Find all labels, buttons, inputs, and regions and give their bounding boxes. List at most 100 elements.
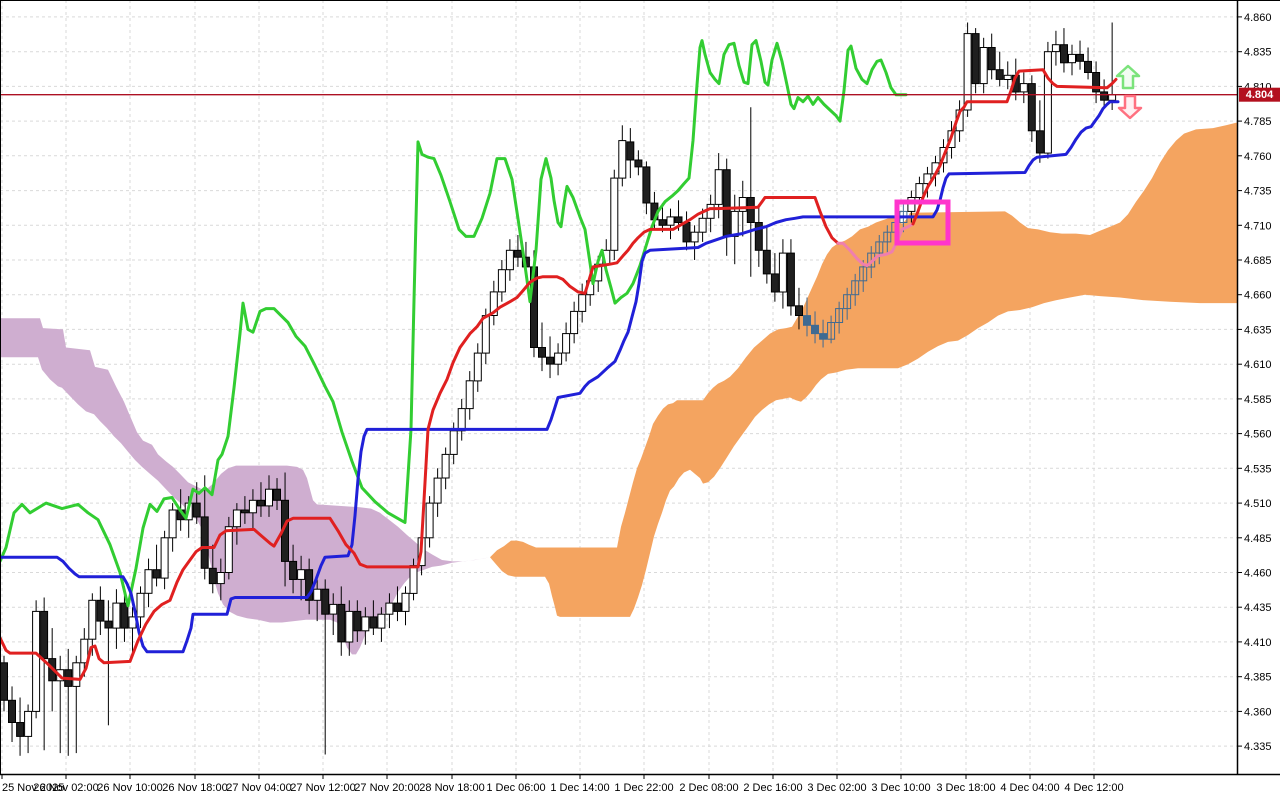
price-axis-label: 4.435: [1244, 602, 1272, 614]
price-tag-bg: [1239, 87, 1280, 102]
price-axis-label: 4.360: [1244, 706, 1272, 718]
candle-body: [265, 488, 273, 507]
candle-body: [1108, 94, 1117, 101]
candle-body: [160, 537, 169, 579]
candle-body: [16, 722, 25, 737]
down-arrow-icon[interactable]: [1117, 94, 1143, 120]
candle-body: [690, 231, 699, 243]
candle-body: [658, 219, 667, 226]
candle-body: [610, 177, 619, 251]
candle-body: [345, 610, 354, 643]
candle-body: [995, 69, 1004, 80]
candle-body: [425, 502, 434, 539]
candle-body: [770, 273, 779, 293]
candle-body: [971, 33, 980, 85]
candle-body: [505, 249, 514, 271]
candle-body: [819, 333, 828, 340]
candle-body: [682, 222, 691, 243]
up-arrow-icon[interactable]: [1115, 64, 1141, 90]
candle-body: [1019, 83, 1028, 93]
candle-body: [923, 173, 932, 185]
candle-body: [786, 252, 795, 307]
tenkan-sen-line: [0, 196, 840, 681]
price-axis-label: 4.560: [1244, 429, 1272, 441]
candle-body: [393, 602, 402, 612]
candle-body: [497, 269, 506, 293]
candle-body: [811, 324, 819, 335]
candle-body: [377, 613, 386, 629]
candle-body: [465, 380, 474, 410]
candle-body: [32, 610, 41, 712]
candle-body: [1051, 44, 1060, 53]
candle-body: [634, 159, 643, 168]
candle-body: [554, 352, 563, 365]
time-axis-label: 26 Nov 10:00: [97, 782, 162, 794]
candle-body: [979, 47, 988, 85]
senkou-cloud-bullish: [490, 122, 1237, 617]
candle-body: [401, 592, 410, 612]
candle-body: [409, 565, 418, 594]
candle-body: [578, 294, 587, 312]
candle-body: [1035, 130, 1044, 154]
candle-body: [1027, 83, 1036, 132]
time-axis-label: 26 Nov 18:00: [162, 782, 227, 794]
candle-body: [240, 509, 249, 514]
candle-body: [273, 488, 281, 501]
candle-body: [433, 477, 442, 504]
price-axis-label: 4.585: [1244, 394, 1272, 406]
candle-body: [1084, 60, 1092, 74]
candle-body: [738, 197, 747, 212]
time-axis-label: 26 Nov 02:00: [33, 782, 98, 794]
price-axis-label: 4.685: [1244, 255, 1272, 267]
candle-body: [1060, 44, 1068, 64]
candle-body: [762, 249, 771, 275]
candle-body: [827, 322, 836, 340]
highlight-rectangle[interactable]: [894, 199, 951, 246]
price-axis-label: 4.785: [1244, 116, 1272, 128]
candle-body: [289, 560, 298, 581]
candle-body: [754, 222, 763, 251]
price-axis[interactable]: 4.8604.8354.8104.7854.7604.7354.7104.685…: [1237, 12, 1272, 753]
time-axis-label: 2 Dec 08:00: [679, 782, 738, 794]
price-axis-label: 4.760: [1244, 151, 1272, 163]
candle-body: [489, 291, 498, 316]
time-axis-label: 4 Dec 04:00: [1000, 782, 1059, 794]
price-axis-label: 4.610: [1244, 359, 1272, 371]
candle-body: [88, 599, 97, 640]
candle-body: [297, 569, 306, 580]
candle-body: [321, 588, 330, 615]
candle-body: [963, 33, 972, 111]
candle-body: [481, 315, 490, 354]
time-axis-label: 4 Dec 12:00: [1064, 782, 1123, 794]
candle-body: [313, 588, 322, 601]
candle-body: [666, 216, 675, 226]
time-axis-label: 25 Nov 2025: [2, 782, 64, 794]
candle-body: [1092, 72, 1101, 93]
candle-body: [626, 141, 635, 161]
candle-body: [618, 140, 627, 179]
price-axis-label: 4.485: [1244, 533, 1272, 545]
price-axis-label: 4.735: [1244, 186, 1272, 198]
price-axis-label: 4.660: [1244, 290, 1272, 302]
time-axis-label: 27 Nov 12:00: [290, 782, 355, 794]
candle-body: [730, 210, 739, 237]
candle-body: [1043, 51, 1052, 154]
candle-body: [473, 352, 482, 382]
candle-body: [570, 310, 579, 335]
price-axis-label: 4.410: [1244, 637, 1272, 649]
candle-body: [987, 47, 996, 71]
candle-body: [746, 197, 755, 223]
candle-body: [1068, 53, 1076, 64]
candle-body: [96, 599, 105, 622]
price-tag-label: 4.804: [1245, 89, 1274, 101]
candle-body: [0, 662, 8, 701]
price-axis-label: 4.710: [1244, 220, 1272, 232]
kijun-sen-line: [0, 100, 1120, 654]
candle-body: [329, 603, 338, 615]
candle-body: [538, 347, 546, 358]
candle-body: [200, 516, 209, 569]
price-axis-label: 4.385: [1244, 672, 1272, 684]
